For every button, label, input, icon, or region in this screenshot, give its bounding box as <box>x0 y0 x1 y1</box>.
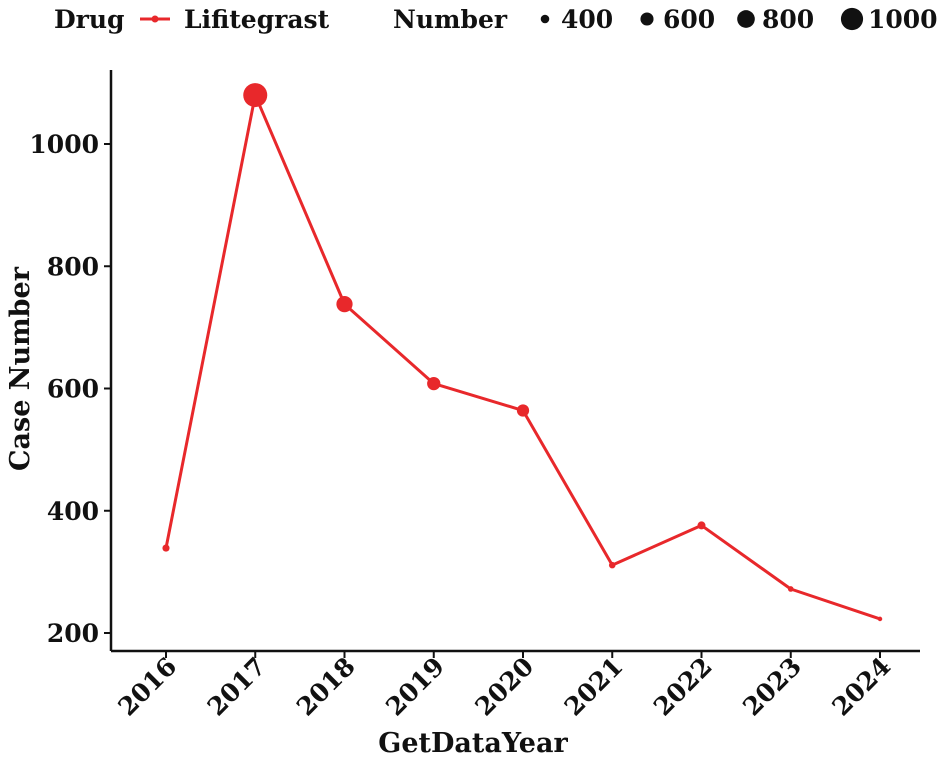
y-tick-label: 600 <box>47 375 99 404</box>
y-tick-label: 1000 <box>29 130 99 159</box>
y-tick-label: 200 <box>47 619 99 648</box>
data-point <box>697 521 706 530</box>
data-point <box>787 586 794 592</box>
legend: Drug Lifitegrast Number 400 600 800 1000 <box>54 5 938 34</box>
data-point <box>427 376 441 391</box>
legend-size-label: 600 <box>663 5 715 34</box>
legend-series-label: Lifitegrast <box>184 5 330 34</box>
series-line <box>164 93 881 621</box>
x-tick-label: 2024 <box>827 652 897 722</box>
x-tick-label: 2017 <box>202 652 272 722</box>
y-tick-label: 400 <box>47 497 99 526</box>
x-tick-label: 2019 <box>380 652 450 722</box>
plot-area <box>162 83 883 622</box>
legend-color-title: Drug <box>54 5 125 34</box>
data-point <box>877 616 883 622</box>
data-point <box>162 544 170 552</box>
legend-size-swatch <box>840 7 864 31</box>
x-tick-label: 2022 <box>648 652 718 722</box>
x-tick-label: 2016 <box>113 652 183 722</box>
x-tick-label: 2021 <box>559 652 629 722</box>
legend-size-label: 1000 <box>868 5 938 34</box>
y-axis-title: Case Number <box>5 266 36 471</box>
data-point <box>608 561 616 569</box>
x-axis-title: GetDataYear <box>378 728 568 759</box>
x-tick-label: 2018 <box>291 652 361 722</box>
x-ticks: 2016 2017 2018 2019 2020 2021 2022 2023 2024 <box>113 651 897 722</box>
legend-size-swatch <box>737 10 755 28</box>
legend-size-entries: 400 600 800 1000 <box>540 5 938 34</box>
y-tick-label: 800 <box>47 252 99 281</box>
x-tick-label: 2020 <box>470 652 540 722</box>
x-tick-label: 2023 <box>737 652 807 722</box>
legend-size-swatch <box>540 14 550 24</box>
legend-size-label: 400 <box>561 5 613 34</box>
legend-size-title: Number <box>393 5 508 34</box>
legend-point-swatch <box>151 15 159 23</box>
legend-size-swatch <box>640 12 654 26</box>
data-point <box>243 83 268 108</box>
data-point <box>516 404 530 417</box>
data-point <box>336 296 353 313</box>
y-ticks: 200 400 600 800 1000 <box>29 130 111 648</box>
legend-size-label: 800 <box>762 5 814 34</box>
